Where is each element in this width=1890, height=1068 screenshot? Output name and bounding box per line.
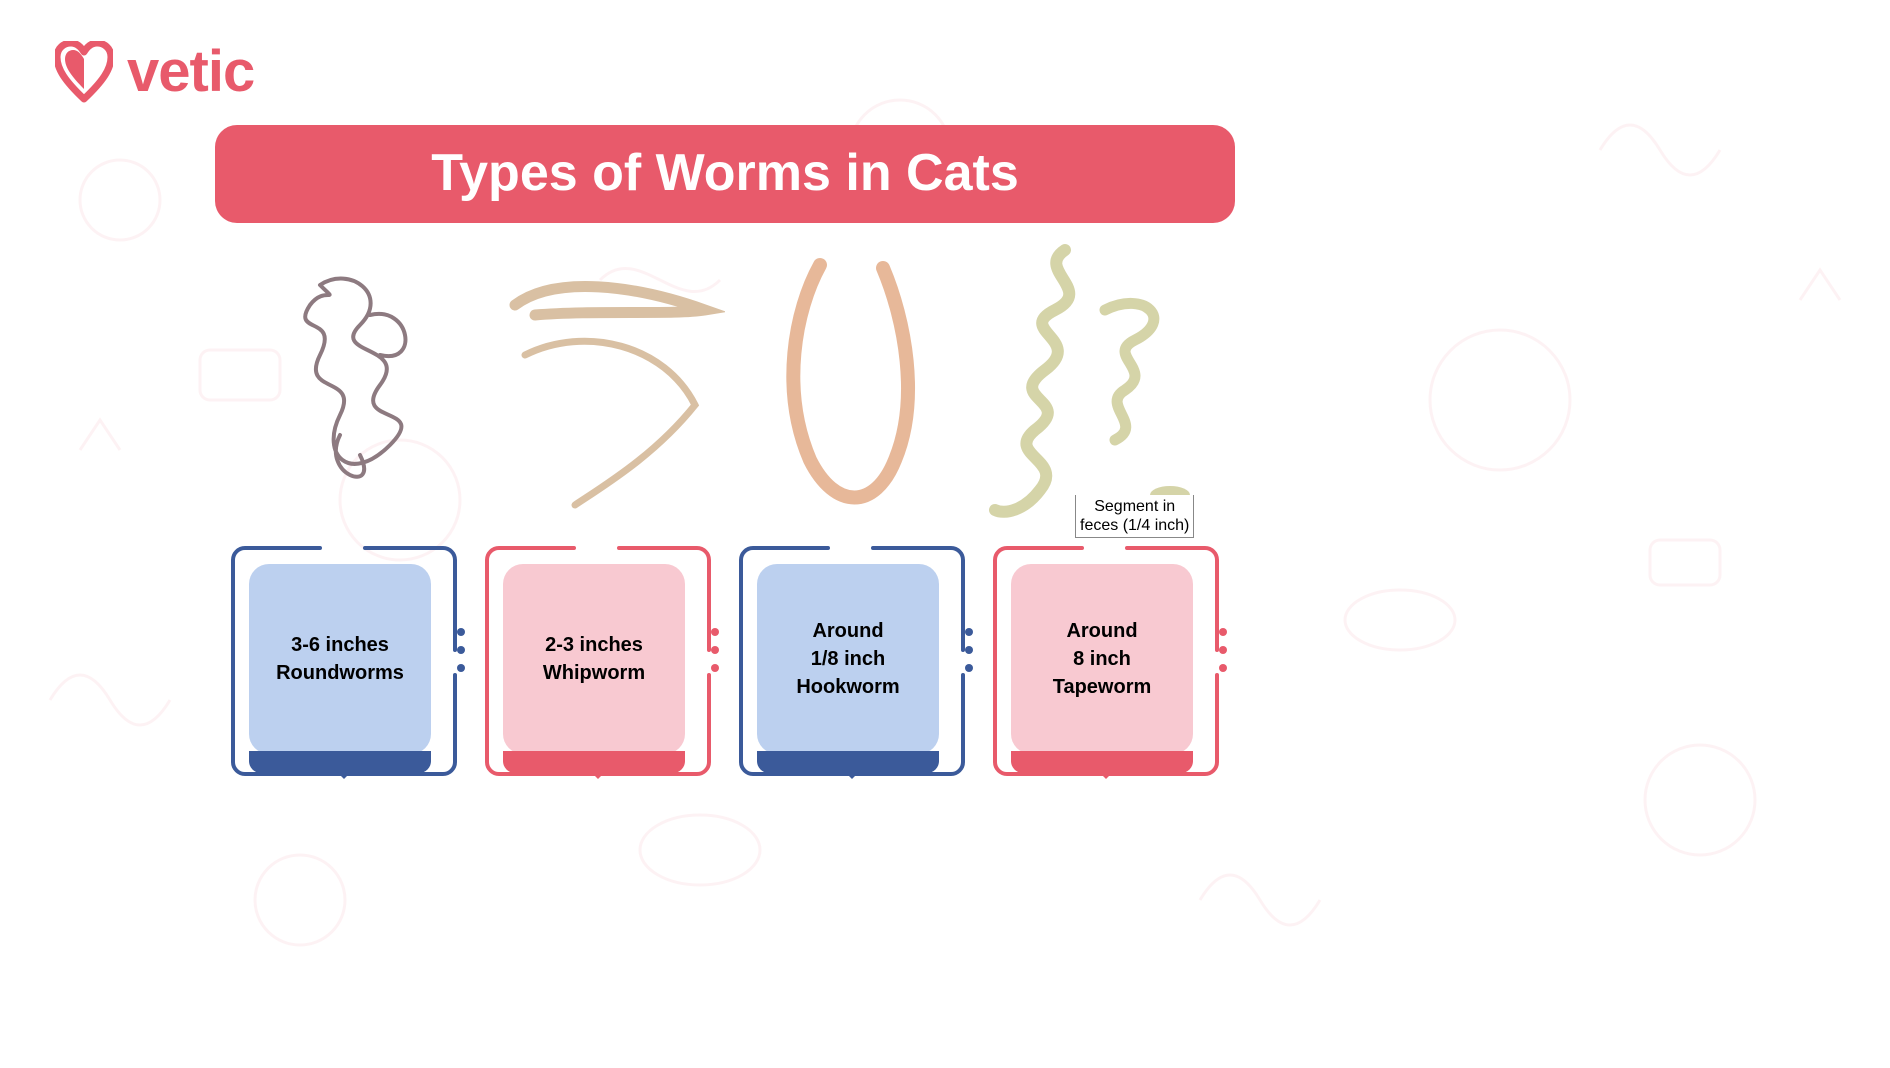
whipworm-card: 2-3 inches Whipworm <box>479 540 717 785</box>
card-name-text: Whipworm <box>543 659 645 687</box>
tapeworm-segment-callout: Segment in feces (1/4 inch) <box>1075 495 1194 538</box>
hookworm-illustration <box>735 245 965 535</box>
card-dots <box>711 628 719 672</box>
card-name-text: Hookworm <box>796 673 899 701</box>
card-body: Around 1/8 inch Hookworm <box>757 564 939 754</box>
card-body: 3-6 inches Roundworms <box>249 564 431 754</box>
card-size-text: 3-6 inches <box>291 631 389 659</box>
roundworm-card: 3-6 inches Roundworms <box>225 540 463 785</box>
card-dots <box>457 628 465 672</box>
tapeworm-illustration <box>975 245 1205 535</box>
card-notch <box>334 769 354 779</box>
heart-icon <box>55 41 113 103</box>
brand-logo: vetic <box>55 38 254 105</box>
tapeworm-card: Around 8 inch Tapeworm <box>987 540 1225 785</box>
card-notch <box>842 769 862 779</box>
card-dots <box>965 628 973 672</box>
card-notch <box>1096 769 1116 779</box>
segment-callout-line1: Segment in <box>1094 498 1175 515</box>
card-size-line2: 8 inch <box>1073 645 1131 673</box>
card-size-line1: Around <box>812 617 883 645</box>
page-title: Types of Worms in Cats <box>215 125 1235 223</box>
card-size-line1: Around <box>1066 617 1137 645</box>
card-notch <box>588 769 608 779</box>
whipworm-illustration <box>495 245 725 535</box>
card-name-text: Tapeworm <box>1053 673 1152 701</box>
card-body: 2-3 inches Whipworm <box>503 564 685 754</box>
info-cards-row: 3-6 inches Roundworms 2-3 inches Whipwor… <box>225 540 1225 785</box>
hookworm-card: Around 1/8 inch Hookworm <box>733 540 971 785</box>
brand-name: vetic <box>127 38 254 105</box>
card-name-text: Roundworms <box>276 659 404 687</box>
card-size-text: 2-3 inches <box>545 631 643 659</box>
segment-callout-line2: feces (1/4 inch) <box>1080 517 1189 534</box>
card-body: Around 8 inch Tapeworm <box>1011 564 1193 754</box>
worm-illustrations-row <box>255 240 1205 540</box>
roundworm-illustration <box>255 245 485 535</box>
card-dots <box>1219 628 1227 672</box>
card-size-line2: 1/8 inch <box>811 645 885 673</box>
